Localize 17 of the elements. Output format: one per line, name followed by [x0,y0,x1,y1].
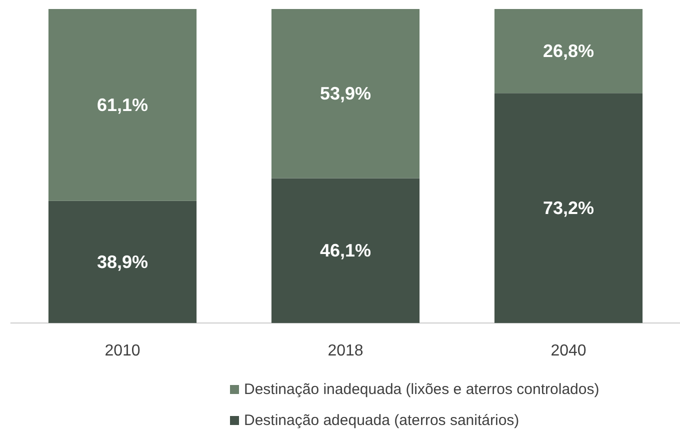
bar [48,200,197,323]
x-tick-label: 2010 [104,342,140,360]
data-label: 38,9% [96,252,148,272]
bar [494,93,643,323]
bar [271,9,420,178]
data-label: 61,1% [96,94,148,115]
legend-label: Destinação adequada (aterros sanitários) [244,412,520,429]
data-label: 73,2% [542,198,594,218]
bar [48,9,197,201]
data-label: 26,8% [542,41,594,62]
x-tick-label: 2040 [550,342,586,360]
data-label: 53,9% [320,84,372,104]
bar [271,178,420,323]
data-label: 46,1% [320,240,372,261]
legend-label: Destinação inadequada (lixões e aterros controlados) [244,381,600,398]
x-tick-label: 2018 [328,342,364,360]
bar [494,9,643,94]
